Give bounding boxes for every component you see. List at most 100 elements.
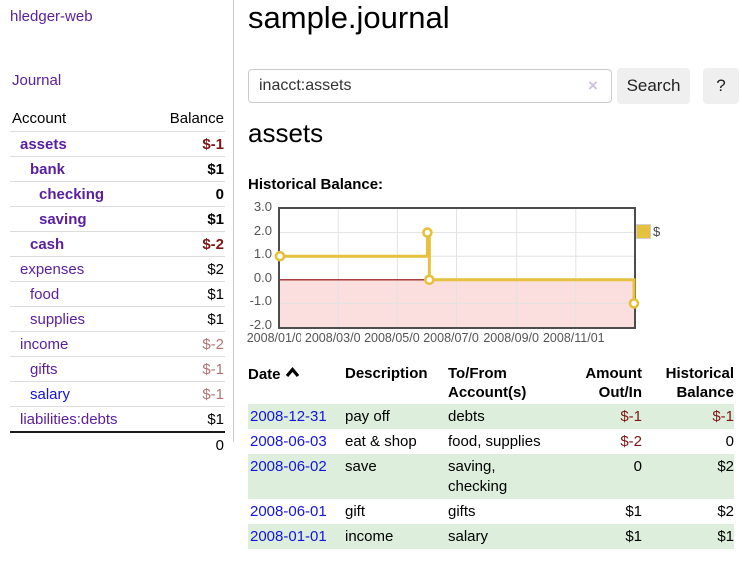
app-brand-link[interactable]: hledger-web [10, 8, 93, 25]
transaction-date-link[interactable]: 2008-06-01 [250, 503, 327, 520]
clear-search-icon[interactable]: × [588, 76, 598, 95]
accounts-balance-table: Account Balance assets $-1 bank $1 check… [10, 106, 225, 457]
legend-swatch-icon [636, 224, 651, 239]
chart-legend: $ [636, 224, 660, 239]
transaction-date-link[interactable]: 2008-06-03 [250, 433, 327, 450]
account-link-salary[interactable]: salary [30, 386, 71, 403]
account-balance: $1 [150, 206, 225, 232]
register-row: 2008-06-03 eat & shop food, supplies $-2… [248, 429, 734, 454]
account-heading: assets [248, 118, 324, 148]
account-balance: 0 [150, 181, 225, 207]
transaction-balance: $-1 [712, 408, 734, 425]
register-row: 2008-12-31 pay off debts $-1 $-1 [248, 404, 734, 429]
account-balance: $-1 [150, 381, 225, 407]
y-axis-tick-label: 1.0 [253, 246, 272, 262]
register-header-tofrom: To/From Account(s) [448, 365, 527, 401]
y-axis-tick-label: 2.0 [253, 222, 272, 238]
sidebar: hledger-web Journal Account Balance asse… [0, 0, 234, 457]
register-table: Date Description To/From Account(s) Amou… [248, 362, 734, 549]
register-header-row: Date Description To/From Account(s) Amou… [248, 362, 734, 404]
transaction-balance: $1 [717, 528, 734, 545]
transaction-amount: 0 [633, 458, 642, 475]
register-row: 2008-06-02 save saving, checking 0 $2 [248, 454, 734, 499]
account-row-checking: checking 0 [10, 181, 225, 207]
account-link-expenses[interactable]: expenses [20, 261, 85, 278]
transaction-date-link[interactable]: 2008-12-31 [250, 408, 327, 425]
account-link-liabilities-debts[interactable]: liabilities:debts [20, 411, 118, 428]
account-link-supplies[interactable]: supplies [30, 311, 86, 328]
transaction-description: eat & shop [345, 433, 417, 450]
account-row-expenses: expenses $2 [10, 256, 225, 282]
account-link-assets[interactable]: assets [20, 136, 67, 153]
y-axis-tick-label: 3.0 [253, 199, 272, 214]
register-header-amount: Amount Out/In [585, 365, 642, 401]
account-link-income[interactable]: income [20, 336, 69, 353]
x-axis-tick-label: 2008/05/01 [360, 331, 431, 346]
transaction-date-link[interactable]: 2008-06-02 [250, 458, 327, 475]
legend-label: $ [653, 224, 661, 239]
account-row-salary: salary $-1 [10, 381, 225, 407]
sort-asc-icon [285, 364, 300, 383]
transaction-balance: $2 [717, 458, 734, 475]
x-axis-tick-label: 2008/09/01 [479, 331, 550, 346]
account-row-liabilities-debts: liabilities:debts $1 [10, 406, 225, 432]
transaction-description: gift [345, 503, 366, 520]
chart-plot-area: $ [274, 207, 660, 329]
account-balance: $1 [150, 156, 225, 182]
account-balance: $2 [150, 256, 225, 282]
transaction-balance: $2 [717, 503, 734, 520]
x-axis-tick-label: 2008/01/01 [243, 331, 313, 346]
register-header-description: Description [345, 365, 428, 382]
account-balance: $-2 [150, 231, 225, 257]
y-axis-tick-label: -2.0 [249, 317, 272, 332]
account-balance: $1 [150, 406, 225, 432]
account-link-cash[interactable]: cash [30, 236, 65, 253]
register-header-balance: Historical Balance [665, 365, 734, 401]
account-row-cash: cash $-2 [10, 231, 225, 257]
transaction-amount: $1 [625, 528, 642, 545]
x-axis-tick-label: 2008/07/01 [419, 331, 490, 346]
transaction-description: income [345, 528, 394, 545]
chart-title: Historical Balance: [248, 176, 384, 193]
transaction-accounts: food, supplies [448, 433, 541, 450]
account-balance: $1 [150, 281, 225, 307]
transaction-description: pay off [345, 408, 390, 425]
transaction-description: save [345, 458, 377, 475]
account-row-saving: saving $1 [10, 206, 225, 232]
page-title: sample.journal [248, 0, 450, 35]
transaction-accounts: gifts [448, 503, 476, 520]
transaction-amount: $-1 [620, 408, 642, 425]
accounts-header-balance: Balance [169, 110, 224, 127]
account-link-saving[interactable]: saving [39, 211, 87, 228]
search-button[interactable]: Search [617, 68, 690, 104]
account-link-gifts[interactable]: gifts [30, 361, 58, 378]
account-link-bank[interactable]: bank [30, 161, 66, 178]
account-balance: $-1 [150, 131, 225, 157]
y-axis-tick-label: -1.0 [249, 293, 272, 309]
account-row-supplies: supplies $1 [10, 306, 225, 332]
register-row: 2008-01-01 income salary $1 $1 [248, 524, 734, 549]
search-input[interactable] [248, 69, 612, 103]
sidebar-item-journal[interactable]: Journal [12, 72, 62, 89]
transaction-accounts: saving, checking [448, 458, 508, 495]
chart-canvas [274, 209, 640, 327]
transaction-amount: $1 [625, 503, 642, 520]
x-axis-tick-label: 2008/11/01 [538, 331, 609, 346]
accounts-header-row: Account Balance [10, 106, 225, 132]
register-header-date[interactable]: Date [248, 362, 345, 404]
account-link-food[interactable]: food [30, 286, 60, 303]
account-row-income: income $-2 [10, 331, 225, 357]
accounts-header-account: Account [12, 110, 67, 127]
transaction-balance: 0 [725, 433, 734, 450]
x-axis-tick-label: 2008/03/01 [301, 331, 372, 346]
account-link-checking[interactable]: checking [39, 186, 105, 203]
transaction-accounts: debts [448, 408, 485, 425]
register-row: 2008-06-01 gift gifts $1 $2 [248, 499, 734, 524]
transaction-date-link[interactable]: 2008-01-01 [250, 528, 327, 545]
account-row-bank: bank $1 [10, 156, 225, 182]
help-button[interactable]: ? [703, 68, 739, 104]
account-balance: $-2 [150, 331, 225, 357]
account-row-assets: assets $-1 [10, 131, 225, 157]
account-row-food: food $1 [10, 281, 225, 307]
y-axis-tick-label: 0.0 [253, 269, 272, 285]
